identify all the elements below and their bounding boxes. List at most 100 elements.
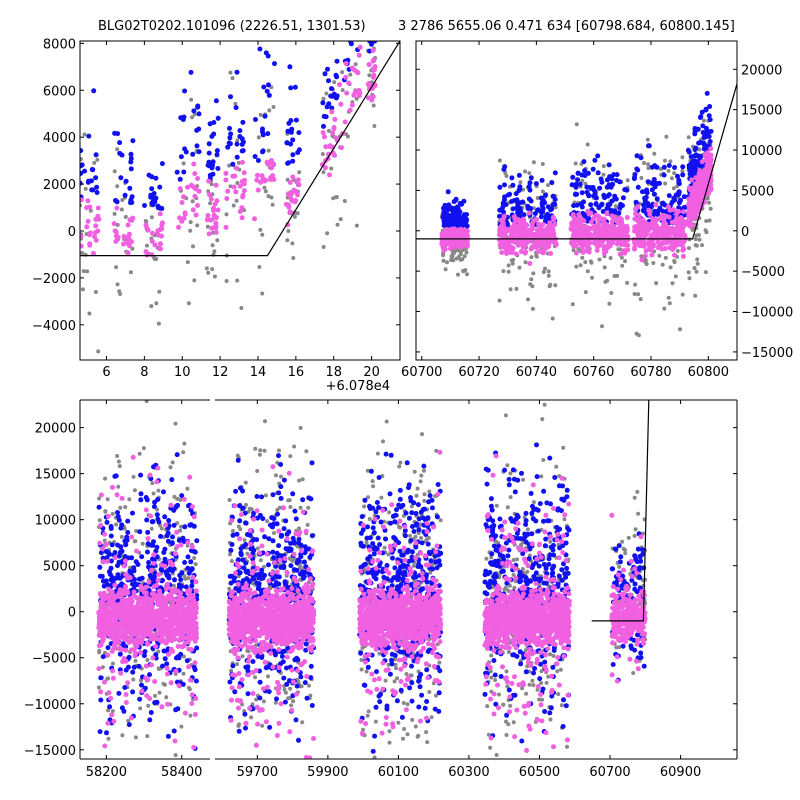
point-pink	[187, 474, 193, 480]
point-blue	[144, 497, 150, 503]
point-pink	[693, 189, 699, 194]
point-pink	[104, 558, 110, 564]
point-pink	[161, 627, 167, 633]
point-gray	[170, 460, 175, 465]
point-gray	[106, 676, 111, 681]
point-blue	[207, 121, 213, 127]
point-blue	[329, 105, 335, 111]
point-gray	[185, 260, 190, 265]
point-pink	[241, 188, 247, 194]
point-pink	[182, 710, 188, 716]
point-blue	[652, 208, 658, 214]
point-blue	[575, 177, 581, 183]
point-pink	[173, 668, 179, 674]
point-blue	[295, 150, 301, 155]
point-blue	[638, 155, 644, 161]
point-pink	[191, 514, 197, 520]
point-blue	[175, 706, 181, 712]
point-pink	[505, 247, 511, 253]
point-pink	[206, 178, 212, 184]
point-pink	[149, 567, 155, 573]
point-pink	[147, 472, 153, 478]
point-blue	[189, 566, 195, 572]
point-pink	[662, 246, 668, 251]
point-gray	[156, 321, 161, 326]
point-pink	[519, 225, 525, 231]
point-blue	[672, 165, 678, 170]
point-pink	[170, 612, 176, 618]
point-gray	[673, 274, 678, 279]
axes-frame	[415, 40, 738, 361]
point-pink	[125, 222, 131, 228]
point-pink	[80, 243, 84, 249]
point-gray	[154, 301, 159, 306]
point-gray	[205, 224, 210, 229]
point-pink	[172, 738, 178, 744]
point-pink	[287, 180, 293, 185]
point-pink	[255, 172, 260, 178]
point-pink	[103, 631, 109, 637]
point-gray	[678, 327, 682, 332]
point-gray	[292, 444, 297, 449]
point-pink	[110, 675, 116, 681]
point-pink	[213, 229, 219, 235]
point-gray	[133, 735, 138, 740]
point-blue	[284, 140, 290, 146]
point-blue	[680, 172, 686, 178]
point-pink	[176, 637, 182, 643]
point-gray	[660, 262, 665, 267]
point-blue	[122, 685, 128, 690]
point-blue	[146, 560, 152, 565]
point-pink	[223, 177, 229, 183]
point-gray	[260, 232, 265, 237]
point-pink	[105, 627, 111, 633]
point-blue	[513, 191, 519, 197]
point-pink	[99, 639, 105, 645]
point-gray	[153, 693, 157, 698]
point-pink	[106, 690, 112, 696]
point-gray	[369, 20, 373, 24]
point-pink	[511, 239, 517, 245]
point-pink	[619, 216, 624, 222]
point-gray	[668, 265, 673, 270]
point-pink	[180, 596, 185, 602]
point-blue	[233, 105, 239, 111]
point-pink	[673, 227, 679, 232]
point-pink	[144, 640, 150, 646]
point-gray	[530, 306, 535, 311]
point-gray	[662, 306, 667, 311]
point-pink	[192, 171, 198, 177]
point-gray	[272, 531, 276, 535]
point-pink	[147, 696, 153, 701]
point-blue	[124, 534, 130, 540]
point-gray	[120, 733, 125, 738]
point-pink	[153, 644, 159, 649]
point-pink	[293, 189, 299, 195]
point-blue	[644, 187, 650, 193]
point-pink	[296, 182, 302, 188]
point-blue	[500, 204, 506, 210]
point-pink	[164, 665, 170, 671]
point-blue	[115, 510, 120, 515]
point-gray	[680, 292, 685, 297]
point-pink	[209, 225, 215, 231]
point-pink	[191, 745, 197, 750]
point-gray	[273, 700, 278, 705]
point-blue	[136, 576, 142, 582]
point-blue	[356, 13, 361, 18]
point-gray	[80, 251, 85, 255]
point-blue	[155, 516, 161, 522]
point-blue	[153, 175, 159, 181]
point-pink	[258, 179, 264, 185]
point-pink	[651, 231, 657, 236]
point-gray	[601, 172, 606, 177]
point-gray	[615, 273, 620, 278]
point-blue	[690, 158, 696, 164]
point-pink	[548, 251, 554, 256]
point-blue	[542, 200, 548, 206]
point-pink	[116, 590, 122, 596]
point-blue	[590, 166, 596, 172]
point-gray	[212, 249, 217, 254]
point-blue	[595, 170, 601, 176]
y-tick-label: 15000	[741, 104, 782, 119]
